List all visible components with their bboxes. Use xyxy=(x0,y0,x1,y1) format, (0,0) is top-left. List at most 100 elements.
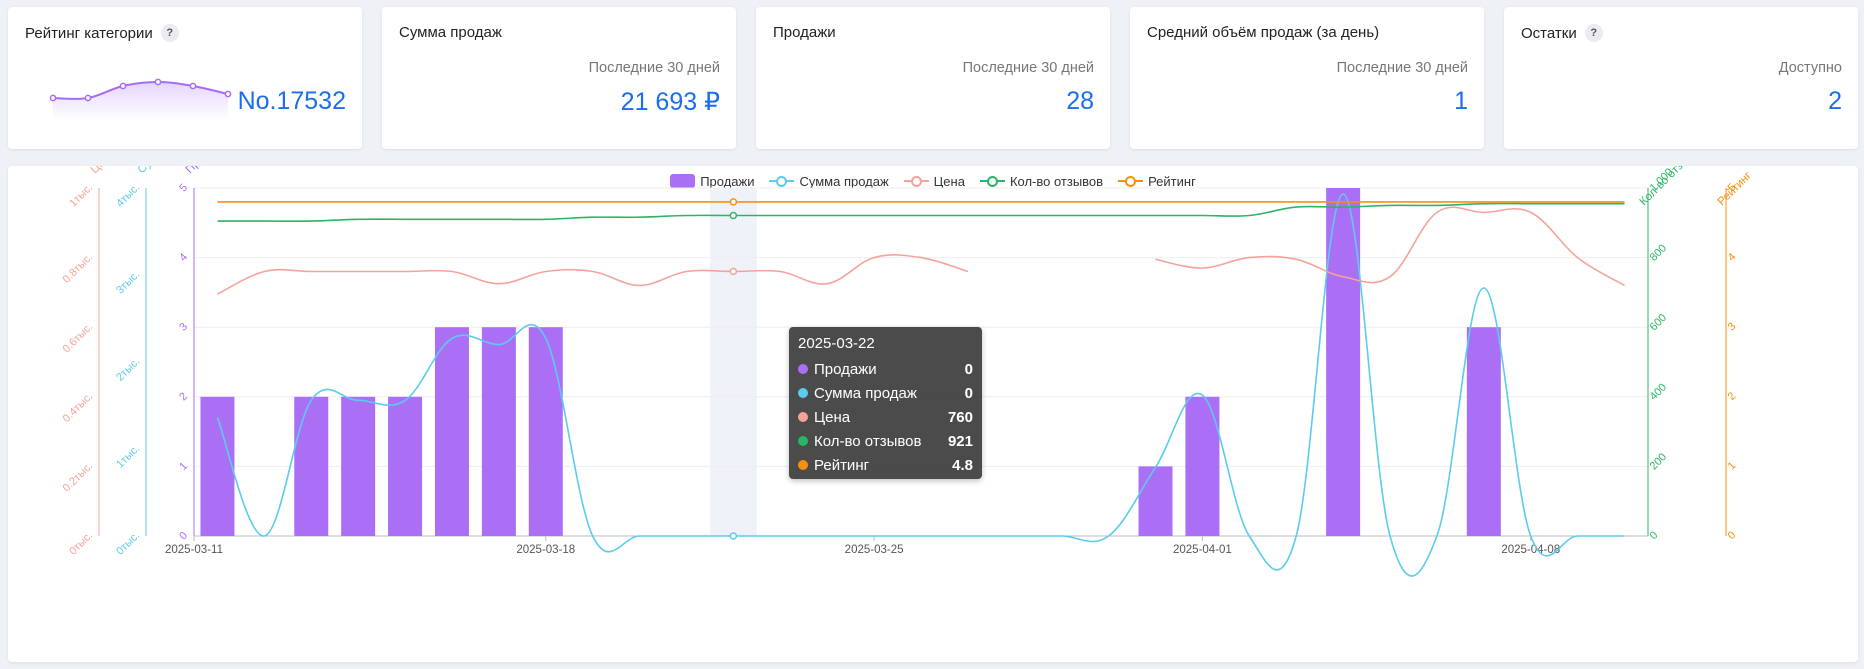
sales-tick-label: 2 xyxy=(177,390,190,403)
revenue-tick-label: 0тыс. xyxy=(114,530,142,558)
tooltip-row-reviews: Кол-во отзывов 921 xyxy=(798,429,973,453)
spark-point xyxy=(154,78,162,86)
price-tick-label: 0.6тыс. xyxy=(61,321,96,356)
card-title-text: Рейтинг категории xyxy=(25,24,153,42)
legend-swatch-rating xyxy=(1118,174,1144,188)
sales-bar[interactable] xyxy=(1138,466,1173,536)
sales-chart-plot[interactable]: 0тыс. 0.2тыс. 0.4тыс. 0.6тыс. 0.8тыс. 1тыс. Це… xyxy=(8,166,1858,662)
tooltip-value: 921 xyxy=(947,432,973,450)
series-line xyxy=(217,254,969,295)
x-tick-label: 2025-04-08 xyxy=(1501,544,1560,556)
card-title-text: Продажи xyxy=(773,24,836,41)
help-icon[interactable]: ? xyxy=(160,24,179,42)
highlight-point[interactable] xyxy=(729,267,738,276)
sales-bar[interactable] xyxy=(388,396,423,536)
legend-item-revenue[interactable]: Сумма продаж xyxy=(769,174,889,189)
sales-bar[interactable] xyxy=(1326,188,1361,536)
tooltip-dot xyxy=(798,412,808,422)
card-subtitle: Последние 30 дней xyxy=(962,60,1094,76)
legend-label: Рейтинг xyxy=(1148,173,1196,189)
sales-bar[interactable] xyxy=(434,327,469,536)
spark-point xyxy=(49,94,57,102)
price-tick-label: 0.2тыс. xyxy=(61,460,96,495)
rating-axis-title: Рейтинг xyxy=(1716,170,1754,208)
tooltip-row-rating: Рейтинг 4.8 xyxy=(798,453,973,477)
highlight-point[interactable] xyxy=(729,198,738,206)
reviews-tick-label: 800 xyxy=(1648,242,1669,263)
price-tick-label: 0.4тыс. xyxy=(61,390,96,425)
sales-bar[interactable] xyxy=(200,396,235,536)
sales-axis-title: Продажи xyxy=(184,166,226,176)
x-tick-label: 2025-03-18 xyxy=(516,544,575,556)
tooltip-dot xyxy=(798,388,808,398)
sales-tick-label: 3 xyxy=(177,321,190,334)
spark-area xyxy=(53,82,228,120)
card-value: 2 xyxy=(1828,87,1842,115)
sales-bar[interactable] xyxy=(1185,396,1220,536)
series-line xyxy=(217,202,1625,223)
card-title-text: Сумма продаж xyxy=(399,24,502,41)
sales-tick-label: 0 xyxy=(177,530,190,543)
reviews-tick-label: 0 xyxy=(1648,529,1661,542)
tooltip-dot xyxy=(798,460,808,470)
kpi-card-sales: Продажи Последние 30 дней 28 xyxy=(756,7,1110,149)
card-title: Средний объём продаж (за день) xyxy=(1147,24,1379,41)
highlight-point[interactable] xyxy=(729,211,738,220)
rating-tick-label: 2 xyxy=(1726,390,1739,403)
rank-sparkline xyxy=(49,78,232,120)
tooltip-label: Цена xyxy=(814,408,851,426)
spark-point xyxy=(189,82,197,90)
card-title: Продажи xyxy=(773,24,836,41)
card-title-text: Остатки xyxy=(1521,24,1577,42)
chart-legend: Продажи Сумма продаж Цена Кол-во отзывов… xyxy=(8,166,1858,196)
tooltip-value: 0 xyxy=(964,360,973,378)
help-icon[interactable]: ? xyxy=(1584,24,1603,42)
sales-bar[interactable] xyxy=(481,327,516,536)
legend-item-reviews[interactable]: Кол-во отзывов xyxy=(979,173,1104,189)
kpi-card-category-rank: Рейтинг категории ? No.17532 xyxy=(8,7,362,149)
tooltip-value: 4.8 xyxy=(952,456,973,474)
x-tick-label: 2025-03-25 xyxy=(845,544,904,556)
reviews-tick-label: 600 xyxy=(1648,312,1669,333)
tooltip-label: Рейтинг xyxy=(814,456,870,474)
tooltip-dot xyxy=(798,364,808,374)
kpi-card-avg-daily-sales: Средний объём продаж (за день) Последние… xyxy=(1130,7,1484,149)
card-title: Остатки ? xyxy=(1521,24,1603,42)
legend-label: Продажи xyxy=(700,173,755,189)
rating-tick-label: 0 xyxy=(1726,529,1739,542)
card-value: 1 xyxy=(1454,87,1468,115)
tooltip-date: 2025-03-22 xyxy=(798,335,875,352)
sales-bar[interactable] xyxy=(528,327,563,536)
card-value: 28 xyxy=(1066,87,1094,115)
revenue-tick-label: 1тыс. xyxy=(114,443,142,471)
legend-item-price[interactable]: Цена xyxy=(903,174,965,189)
legend-label: Кол-во отзывов xyxy=(1009,173,1104,189)
spark-point xyxy=(119,82,127,90)
card-subtitle: Последние 30 дней xyxy=(1336,60,1468,76)
legend-item-rating[interactable]: Рейтинг xyxy=(1118,174,1196,189)
x-tick-label: 2025-03-11 xyxy=(165,544,223,556)
price-tick-label: 1тыс. xyxy=(67,182,95,210)
spark-point xyxy=(84,94,92,102)
sales-bar[interactable] xyxy=(1466,327,1501,536)
tooltip-dot xyxy=(798,436,808,446)
card-title: Рейтинг категории ? xyxy=(25,24,179,42)
legend-swatch-sales xyxy=(670,174,696,188)
card-value: 21 693 ₽ xyxy=(620,88,720,116)
reviews-axis-title: Кол-во отзывов xyxy=(1638,166,1705,208)
sales-tick-label: 5 xyxy=(177,182,190,195)
sales-tick-label: 4 xyxy=(177,251,190,264)
legend-item-sales[interactable]: Продажи xyxy=(670,174,754,189)
tooltip-value: 0 xyxy=(964,384,973,402)
revenue-tick-label: 3тыс. xyxy=(114,269,142,297)
sales-bar[interactable] xyxy=(341,396,376,536)
legend-swatch-price xyxy=(903,174,929,188)
tooltip-value: 760 xyxy=(947,408,973,426)
sales-bar[interactable] xyxy=(294,396,329,536)
rating-tick-label: 3 xyxy=(1726,321,1739,334)
highlight-point[interactable] xyxy=(729,532,738,540)
reviews-tick-label: 400 xyxy=(1648,381,1669,402)
legend-swatch-reviews xyxy=(979,174,1005,188)
legend-swatch-revenue xyxy=(769,174,795,188)
price-axis-title: Цена(тыс.) xyxy=(89,166,138,176)
